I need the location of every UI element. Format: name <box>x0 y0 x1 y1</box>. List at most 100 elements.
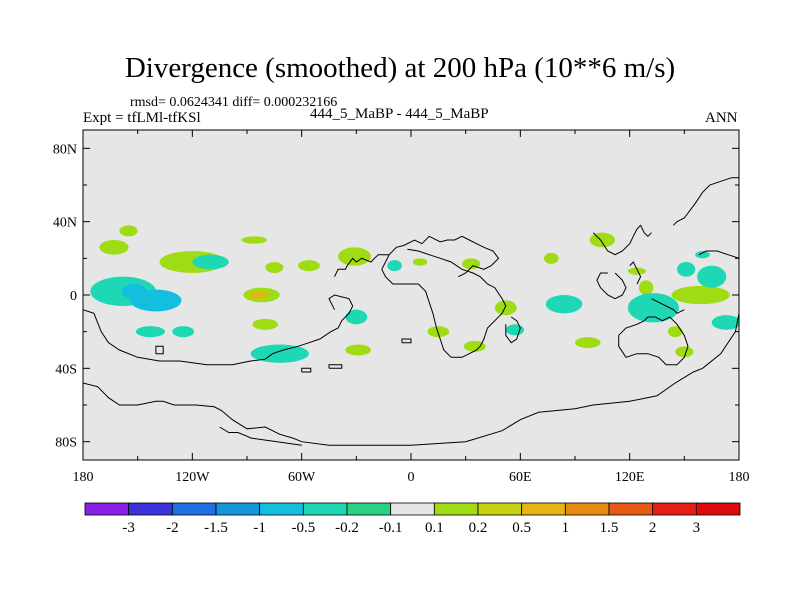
divergence-anomaly <box>172 326 195 338</box>
x-tick-label: 120W <box>175 470 210 485</box>
divergence-anomaly <box>638 280 654 295</box>
coastline <box>673 177 739 226</box>
colorbar-swatch <box>695 502 741 516</box>
x-tick-label: 0 <box>408 470 415 485</box>
colorbar-label: 3 <box>693 520 701 536</box>
divergence-anomaly <box>250 344 309 363</box>
coastline <box>629 261 642 285</box>
y-tick-label: 0 <box>70 289 77 304</box>
colorbar-label: 0.2 <box>469 520 488 536</box>
coastline <box>381 248 507 358</box>
y-tick-label: 40S <box>55 362 77 377</box>
colorbar-label: -1.5 <box>204 520 228 536</box>
divergence-anomaly <box>338 247 371 266</box>
colorbar-label: -3 <box>122 520 135 536</box>
case-label: 444_5_MaBP - 444_5_MaBP <box>310 106 489 122</box>
divergence-anomaly <box>711 315 739 330</box>
colorbar-swatch <box>128 502 173 516</box>
colorbar-swatch <box>433 502 479 516</box>
coastline <box>401 338 412 344</box>
colorbar-label: -0.1 <box>379 520 403 536</box>
divergence-anomaly <box>135 326 165 338</box>
divergence-anomaly <box>494 300 517 316</box>
coastline <box>698 250 739 259</box>
stats-line: rmsd= 0.0624341 diff= 0.000232166 <box>130 95 338 110</box>
colorbar-swatch <box>171 502 217 516</box>
divergence-anomaly <box>463 340 486 352</box>
colorbar-label: -0.5 <box>291 520 315 536</box>
coastline <box>651 298 685 314</box>
colorbar-swatch <box>346 502 392 516</box>
axis-ticks: 180 120W 60W 0 60E 120E 180 80N 40N 0 40S 80S <box>53 130 750 485</box>
colorbar-swatch <box>390 502 435 516</box>
colorbar-swatch <box>302 502 348 516</box>
divergence-anomaly <box>505 324 524 336</box>
x-tick-label: 180 <box>729 470 750 485</box>
divergence-anomaly <box>697 265 727 288</box>
divergence-anomaly <box>99 240 129 255</box>
divergence-anomaly <box>667 326 683 338</box>
y-tick-label: 40N <box>53 216 77 231</box>
divergence-anomaly <box>298 260 320 272</box>
coastline <box>155 345 164 355</box>
colorbar-swatch <box>215 502 261 516</box>
coastline <box>592 224 652 256</box>
colorbar-label: -2 <box>166 520 179 536</box>
coastline <box>328 364 343 369</box>
divergence-anomaly <box>248 291 268 299</box>
colorbar-swatch <box>521 502 566 516</box>
y-tick-label: 80N <box>53 142 77 157</box>
colorbar-label: 0.1 <box>425 520 444 536</box>
divergence-anomaly <box>241 236 268 244</box>
coastline <box>83 313 739 446</box>
divergence-anomaly <box>575 337 601 349</box>
divergence-anomaly <box>671 285 730 305</box>
colorbar-label: 1.5 <box>600 520 619 536</box>
divergence-anomaly <box>265 262 284 273</box>
coastline <box>301 367 312 373</box>
x-tick-label: 60E <box>509 470 532 485</box>
divergence-anomaly <box>345 344 371 356</box>
chart-title: Divergence (smoothed) at 200 hPa (10**6 … <box>124 52 676 84</box>
divergence-anomaly <box>627 267 647 275</box>
divergence-anomaly <box>412 258 428 266</box>
colorbar-label: 1 <box>562 520 570 536</box>
coastline-layer <box>83 177 739 446</box>
divergence-anomaly <box>427 326 450 338</box>
coastline <box>83 294 354 366</box>
divergence-anomaly <box>695 251 710 259</box>
colorbar-swatch <box>477 502 523 516</box>
plot-background <box>83 130 739 460</box>
divergence-anomaly <box>192 254 229 270</box>
divergence-anomaly <box>677 262 696 277</box>
divergence-anomaly <box>544 252 559 264</box>
colorbar-swatch <box>564 502 610 516</box>
x-tick-label: 60W <box>288 470 316 485</box>
x-tick-label: 180 <box>73 470 94 485</box>
colorbar-label: 0.5 <box>512 520 531 536</box>
divergence-anomaly <box>627 293 679 323</box>
divergence-anomaly <box>589 232 616 248</box>
divergence-anomaly <box>130 289 182 312</box>
coastline <box>505 316 521 344</box>
divergence-anomaly <box>252 318 278 330</box>
colorbar-swatch <box>84 502 130 516</box>
colorbar-label: -0.2 <box>335 520 359 536</box>
colorbar-swatch <box>259 502 304 516</box>
coastline <box>334 235 500 278</box>
coastline <box>618 316 689 366</box>
colorbar: -3 -2 -1.5 -1 -0.5 -0.2 -0.1 0.1 0.2 0.5 1 1.5 2 3 <box>84 502 741 536</box>
divergence-anomaly <box>345 309 368 325</box>
y-tick-label: 80S <box>55 436 77 451</box>
divergence-anomaly <box>119 225 138 237</box>
divergence-anomaly <box>545 295 583 314</box>
coastline <box>219 426 302 446</box>
divergence-anomaly <box>387 260 402 272</box>
x-tick-label: 120E <box>615 470 645 485</box>
divergence-anomaly <box>675 346 694 358</box>
season-label: ANN <box>705 110 738 126</box>
contour-fill-layer <box>90 225 739 363</box>
colorbar-swatch <box>608 502 654 516</box>
colorbar-swatch <box>652 502 697 516</box>
